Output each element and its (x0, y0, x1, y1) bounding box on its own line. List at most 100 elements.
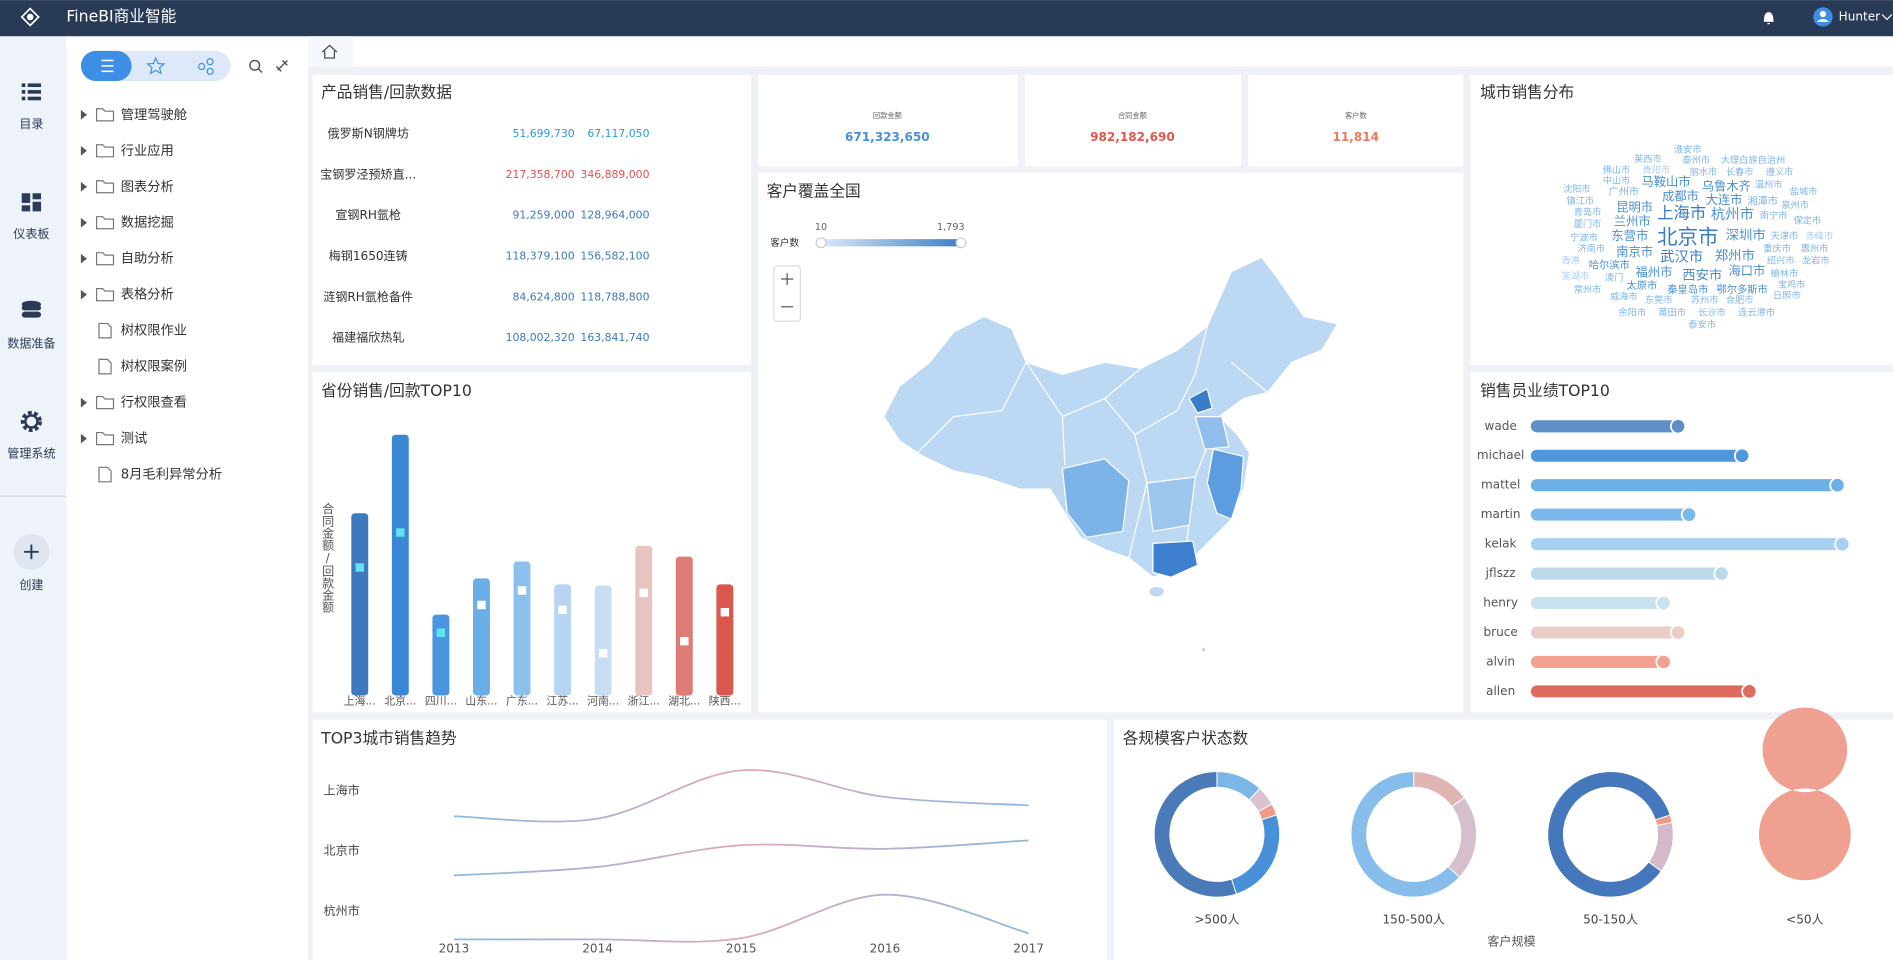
word: 福州市 (1636, 264, 1673, 279)
panel-title: 产品销售/回款数据 (321, 83, 452, 102)
word: 太原市 (1627, 279, 1658, 292)
nav-label[interactable]: 管理系统 (7, 446, 55, 461)
table-cell: 163,841,740 (580, 331, 649, 344)
word: 淮安市 (1674, 143, 1702, 155)
word: 上海市 (1657, 203, 1706, 222)
bar (1530, 685, 1750, 698)
legend-handle[interactable] (815, 237, 827, 249)
word: 长春市 (1726, 166, 1754, 178)
donut-segment (1758, 707, 1851, 881)
x-tick-label: 广东... (506, 695, 538, 708)
trend-line (453, 893, 1029, 943)
x-tick-label: >500人 (1194, 913, 1239, 927)
word: 乌鲁木齐 (1702, 179, 1751, 194)
bar-end (1733, 447, 1751, 464)
tree-item[interactable]: 行业应用 (121, 143, 174, 159)
bar (1530, 596, 1664, 610)
tree-item[interactable]: 树权限作业 (121, 322, 187, 339)
table-cell: 67,117,050 (587, 127, 649, 140)
y-tick-label: mattel (1481, 478, 1520, 492)
word: 盐城市 (1790, 186, 1818, 198)
bar (594, 585, 612, 696)
nav-label[interactable]: 创建 (19, 578, 43, 592)
bell-icon[interactable] (1763, 12, 1774, 25)
avatar-body (1816, 18, 1830, 22)
legend-handle[interactable] (955, 237, 967, 249)
nav-icon-data[interactable] (21, 300, 42, 318)
word: 湘潭市 (1747, 195, 1778, 208)
expand-arrow[interactable] (80, 289, 87, 300)
nav-icons (13, 83, 50, 570)
expand-arrow[interactable] (80, 397, 87, 408)
china-map (883, 256, 1339, 652)
word: 沈阳市 (1563, 183, 1591, 195)
nav-icon-admin[interactable] (20, 410, 42, 433)
y-tick-label: bruce (1483, 625, 1517, 639)
table-cell: 梅钢1650连铸 (329, 248, 408, 263)
marker (436, 628, 446, 637)
word: 苏州市 (1691, 294, 1719, 306)
word: 海口市 (1728, 263, 1765, 278)
word: 济南市 (1577, 242, 1605, 254)
table-cell: 宣钢RH氩枪 (335, 207, 401, 222)
word: 合肥市 (1726, 294, 1754, 306)
donut-segment (1153, 771, 1237, 898)
home-tab[interactable] (307, 36, 354, 67)
expand-arrow[interactable] (80, 109, 87, 120)
tree-item[interactable]: 测试 (121, 431, 148, 447)
map-zoom (773, 265, 802, 322)
bar-end (1669, 418, 1687, 435)
panel-trend (312, 719, 1108, 960)
tree-item[interactable]: 管理驾驶舱 (121, 107, 187, 123)
home-icon (321, 44, 338, 59)
folder-icon (95, 431, 115, 446)
word: 东营市 (1611, 228, 1648, 243)
bar-end (1669, 624, 1687, 641)
tree-tab-share[interactable] (197, 58, 214, 75)
x-tick-label: 2014 (582, 942, 613, 956)
marker (720, 607, 730, 617)
search-icon[interactable] (249, 59, 263, 74)
tree-item[interactable]: 自助分析 (121, 251, 174, 267)
y-tick-label: allen (1486, 684, 1515, 698)
table-cell: 涟钢RH氩枪备件 (323, 289, 413, 304)
trend-line (453, 839, 1029, 877)
nav-label[interactable]: 仪表板 (13, 227, 49, 241)
tree-item[interactable]: 数据挖掘 (121, 215, 174, 231)
list-icon (101, 59, 114, 73)
table-cell: 118,788,800 (580, 290, 649, 303)
tab-bar (307, 36, 1893, 67)
bar (1530, 420, 1679, 433)
folder-icon (95, 216, 115, 230)
folder-icon (95, 252, 115, 266)
x-tick-label: 河南... (587, 695, 619, 708)
nav-label[interactable]: 目录 (19, 117, 43, 131)
tree-item[interactable]: 8月毛利异常分析 (121, 467, 222, 483)
tree-item[interactable]: 图表分析 (121, 179, 174, 195)
nav-icon-catalog[interactable] (21, 83, 42, 101)
word: 西安市 (1682, 266, 1722, 283)
user-caret[interactable] (1881, 14, 1893, 21)
tree-tab-favorite[interactable] (146, 56, 166, 75)
expand-arrow[interactable] (80, 253, 87, 264)
expand-arrow[interactable] (80, 181, 87, 192)
trend-line (453, 769, 1029, 823)
word: 昆明市 (1616, 199, 1653, 214)
tree-item[interactable]: 树权限案例 (121, 358, 187, 375)
zoom-in[interactable] (781, 272, 794, 286)
word: 东莞市 (1645, 294, 1673, 306)
word: 连云港市 (1738, 306, 1775, 318)
nav-icon-dashboard[interactable] (21, 193, 42, 212)
nav-label[interactable]: 数据准备 (7, 336, 55, 351)
kpi-label: 合同金额 (1118, 111, 1148, 120)
locate-icon[interactable] (275, 59, 288, 72)
expand-arrow[interactable] (80, 433, 87, 444)
marker (639, 588, 648, 598)
user-name[interactable]: Hunter (1839, 10, 1881, 24)
y-tick-label: henry (1483, 596, 1518, 610)
expand-arrow[interactable] (80, 145, 87, 156)
tree-item[interactable]: 行权限查看 (121, 394, 187, 411)
panel-title: 城市销售分布 (1480, 83, 1574, 102)
tree-item[interactable]: 表格分析 (121, 287, 174, 303)
expand-arrow[interactable] (80, 217, 87, 228)
